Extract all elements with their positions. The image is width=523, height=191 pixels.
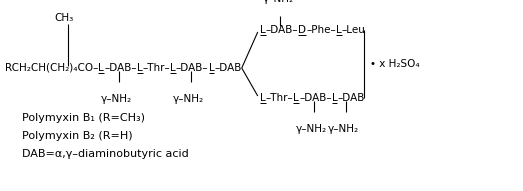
Text: L: L: [293, 93, 299, 103]
Text: –DAB–: –DAB–: [266, 25, 298, 35]
Text: γ–NH₂: γ–NH₂: [296, 124, 327, 134]
Text: γ–NH₂: γ–NH₂: [173, 94, 204, 104]
Text: –DAB–: –DAB–: [104, 63, 137, 73]
Text: DAB=α,γ–diaminobutyric acid: DAB=α,γ–diaminobutyric acid: [22, 149, 189, 159]
Text: L: L: [209, 63, 214, 73]
Text: γ–NH₂: γ–NH₂: [101, 94, 132, 104]
Text: L: L: [260, 25, 266, 35]
Text: γ–NH₂: γ–NH₂: [328, 124, 359, 134]
Text: –Thr–: –Thr–: [142, 63, 170, 73]
Text: RCH₂CH(CH₂)₄CO–: RCH₂CH(CH₂)₄CO–: [5, 63, 98, 73]
Text: Polymyxin B₁ (R=CH₃): Polymyxin B₁ (R=CH₃): [22, 113, 145, 123]
Text: L: L: [137, 63, 142, 73]
Text: –DAB: –DAB: [214, 63, 242, 73]
Text: –DAB–: –DAB–: [176, 63, 209, 73]
Text: –Phe–: –Phe–: [306, 25, 336, 35]
Text: • x H₂SO₄: • x H₂SO₄: [370, 59, 419, 69]
Text: L: L: [260, 93, 266, 103]
Text: Polymyxin B₂ (R=H): Polymyxin B₂ (R=H): [22, 131, 133, 141]
Text: L: L: [98, 63, 104, 73]
Text: L: L: [170, 63, 176, 73]
Text: –Thr–: –Thr–: [266, 93, 293, 103]
Text: –Leu: –Leu: [342, 25, 366, 35]
Text: –DAB: –DAB: [337, 93, 365, 103]
Text: L: L: [336, 25, 342, 35]
Text: –DAB–: –DAB–: [299, 93, 332, 103]
Text: D: D: [298, 25, 306, 35]
Text: CH₃: CH₃: [54, 13, 74, 23]
Text: γ–NH₂: γ–NH₂: [263, 0, 294, 4]
Text: L: L: [332, 93, 337, 103]
